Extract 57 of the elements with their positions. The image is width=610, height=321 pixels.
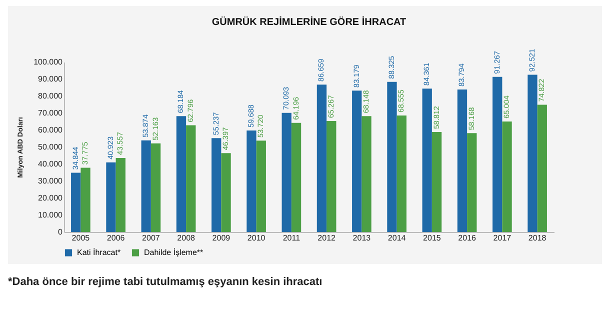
bar [492, 76, 502, 232]
bar [71, 172, 81, 232]
x-tick-label: 2018 [528, 234, 547, 242]
bar [80, 168, 90, 232]
x-tick-label: 2010 [247, 234, 266, 242]
y-tick-label: 40.000 [38, 160, 64, 168]
x-tick-label: 2007 [142, 234, 160, 242]
bar [387, 82, 397, 232]
bar [502, 121, 512, 232]
bar [106, 162, 116, 232]
bar [256, 140, 266, 232]
y-tick-label: 60.000 [38, 126, 64, 134]
bar [282, 112, 292, 232]
bar [141, 140, 151, 232]
x-tick-label: 2014 [388, 234, 406, 242]
x-tick-label: 2017 [493, 234, 512, 242]
bar [221, 153, 231, 232]
legend-label: Kati İhracat* [77, 248, 121, 257]
bar [326, 121, 336, 232]
x-tick-label: 2015 [423, 234, 442, 242]
bar [176, 116, 186, 232]
y-tick-label: 100.000 [34, 58, 64, 66]
y-tick-label: 10.000 [38, 210, 64, 220]
y-tick-label: 80.000 [38, 92, 64, 100]
y-tick-label: 20.000 [38, 194, 64, 202]
x-tick-label: 2006 [106, 234, 126, 242]
bar [537, 104, 547, 232]
x-tick-label: 2008 [177, 234, 196, 242]
bar [186, 125, 196, 232]
bar [316, 84, 327, 232]
bar [396, 115, 406, 232]
bar [352, 90, 362, 232]
legend-label: Dahilde İşleme** [144, 248, 204, 257]
x-tick-label: 2012 [318, 234, 336, 242]
chart-title: GÜMRÜK REJİMLERİNE GÖRE İHRACAT [212, 16, 406, 28]
x-tick-label: 2009 [212, 234, 231, 242]
bar [150, 143, 161, 232]
y-tick-label: 0 [58, 228, 64, 236]
bar [291, 122, 302, 232]
x-tick-label: 2011 [282, 234, 301, 242]
bar [457, 90, 468, 232]
y-tick-label: 70.000 [38, 108, 64, 118]
bar [116, 158, 126, 232]
bar [467, 133, 477, 232]
y-tick-label: 90.000 [38, 74, 64, 84]
bar [432, 132, 442, 232]
bar [528, 74, 538, 232]
x-tick-label: 2013 [352, 234, 372, 242]
bar [212, 138, 222, 232]
bar [362, 116, 372, 232]
text: *Daha önce bir rejime tabi tutulmamış eşyanın kesin ihracatı [8, 276, 324, 288]
y-tick-label: 30.000 [38, 176, 64, 186]
y-tick-label: 50.000 [38, 142, 64, 152]
bar [246, 130, 256, 232]
x-tick-label: 2016 [458, 234, 477, 242]
bar [422, 88, 432, 232]
x-tick-label: 2005 [72, 234, 90, 242]
